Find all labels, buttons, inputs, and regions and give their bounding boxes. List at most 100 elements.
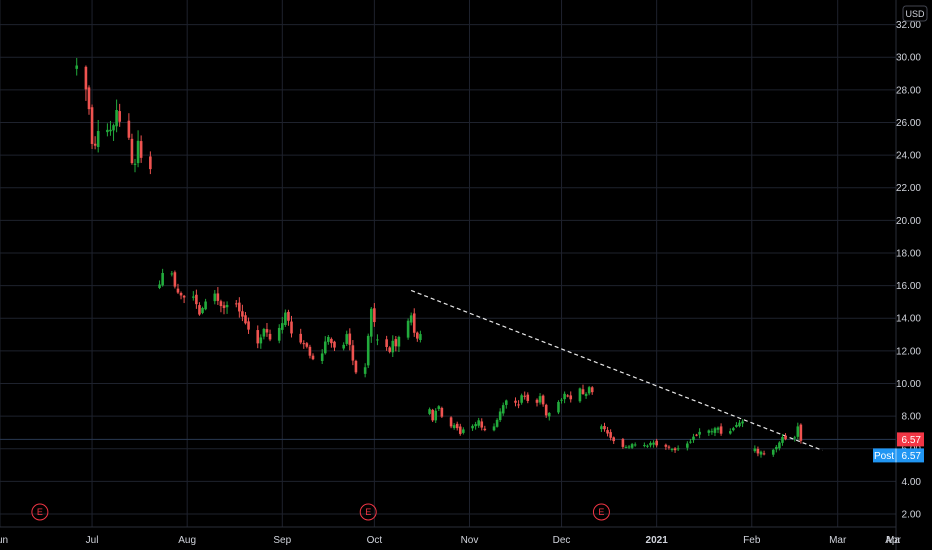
candle-body xyxy=(437,406,441,409)
candle-body xyxy=(590,387,594,393)
candle-body xyxy=(646,445,649,447)
candle-body xyxy=(449,417,453,427)
candle-body xyxy=(373,308,376,323)
candle-body xyxy=(284,312,287,326)
candle-body xyxy=(406,320,410,338)
candle-body xyxy=(320,353,324,361)
earnings-marker-circle xyxy=(359,503,377,521)
candle-body xyxy=(440,407,444,417)
candle-body xyxy=(455,423,459,429)
candle-body xyxy=(434,410,438,421)
candle-body xyxy=(204,301,207,310)
trendline-line[interactable] xyxy=(410,289,823,451)
candle-body xyxy=(627,446,631,448)
candle-body xyxy=(514,400,517,403)
candle-body xyxy=(735,424,738,427)
candle-body xyxy=(363,367,367,374)
candle-body xyxy=(664,444,668,447)
candle-body xyxy=(323,341,327,354)
candle-body xyxy=(115,110,118,127)
price-tick-label: 32.00 xyxy=(896,20,921,31)
candle-body xyxy=(391,340,395,353)
earnings-marker[interactable]: E xyxy=(31,503,49,521)
candle-body xyxy=(667,446,671,448)
candle-body xyxy=(213,293,217,302)
candle-body xyxy=(256,330,260,344)
price-tick-label: 28.00 xyxy=(896,85,921,96)
earnings-marker[interactable]: E xyxy=(592,503,610,521)
earnings-marker-label: E xyxy=(365,507,371,517)
candle-body xyxy=(96,131,100,148)
candle-body xyxy=(238,302,241,312)
candle-body xyxy=(495,419,499,427)
trendline[interactable] xyxy=(410,289,823,451)
candle-body xyxy=(689,441,692,443)
candle-body xyxy=(793,437,797,439)
candle-body xyxy=(633,444,637,446)
candle-body xyxy=(299,333,303,343)
candle-body xyxy=(771,449,775,455)
price-tags: 6.57 Post 6.57 xyxy=(873,432,924,463)
candle-body xyxy=(394,339,398,347)
price-tick-label: 30.00 xyxy=(896,53,921,64)
price-tick-label: 8.00 xyxy=(902,412,922,423)
candle-body xyxy=(523,395,527,397)
candle-body xyxy=(498,411,502,421)
candle-body xyxy=(90,107,94,144)
candle-body xyxy=(109,129,112,132)
candle-body xyxy=(130,138,134,164)
candle-body xyxy=(265,329,269,333)
candle-body xyxy=(161,273,164,286)
candle-body xyxy=(673,448,677,451)
earnings-marker-circle xyxy=(31,503,49,521)
candle-body xyxy=(225,304,229,308)
candle-body xyxy=(342,344,345,349)
candle-body xyxy=(366,335,370,366)
candle-body xyxy=(563,393,566,400)
candle-body xyxy=(93,143,97,146)
candle-body xyxy=(327,336,330,342)
candlestick-series xyxy=(75,57,803,458)
earnings-marker-circle xyxy=(592,503,610,521)
candle-body xyxy=(133,163,137,165)
candle-body xyxy=(281,323,284,330)
candle-body xyxy=(587,387,591,394)
time-tick-label: Feb xyxy=(743,535,761,546)
time-tick-label: Nov xyxy=(461,535,479,546)
candle-body xyxy=(569,395,573,400)
candle-body xyxy=(707,430,711,433)
candle-body xyxy=(719,426,723,434)
candle-body xyxy=(698,431,701,435)
candle-body xyxy=(505,400,508,405)
candle-body xyxy=(277,327,281,341)
last-price-tag-value: 6.57 xyxy=(902,435,922,446)
candle-body xyxy=(311,355,315,360)
candle-body xyxy=(201,307,204,313)
candle-body xyxy=(492,426,496,431)
candle-body xyxy=(686,443,689,448)
candle-body xyxy=(676,448,680,450)
candle-body xyxy=(139,141,143,158)
candle-body xyxy=(606,430,609,434)
candle-body xyxy=(477,420,480,426)
candle-body xyxy=(557,401,560,413)
candle-body xyxy=(458,426,462,434)
last-price-tag-bg xyxy=(897,432,924,447)
candle-body xyxy=(474,424,477,427)
candle-body xyxy=(781,437,784,443)
price-tick-label: 18.00 xyxy=(896,248,921,259)
candle-body xyxy=(219,301,223,307)
candle-body xyxy=(538,396,542,403)
candle-body xyxy=(753,448,757,452)
candle-body xyxy=(112,125,115,131)
earnings-marker[interactable]: E xyxy=(359,503,377,521)
currency-badge[interactable]: USD xyxy=(902,5,928,22)
candle-body xyxy=(738,422,741,427)
candle-body xyxy=(649,442,652,446)
candle-body xyxy=(609,432,612,438)
time-tick-label: Ma xyxy=(886,535,900,546)
price-tick-label: 24.00 xyxy=(896,151,921,162)
